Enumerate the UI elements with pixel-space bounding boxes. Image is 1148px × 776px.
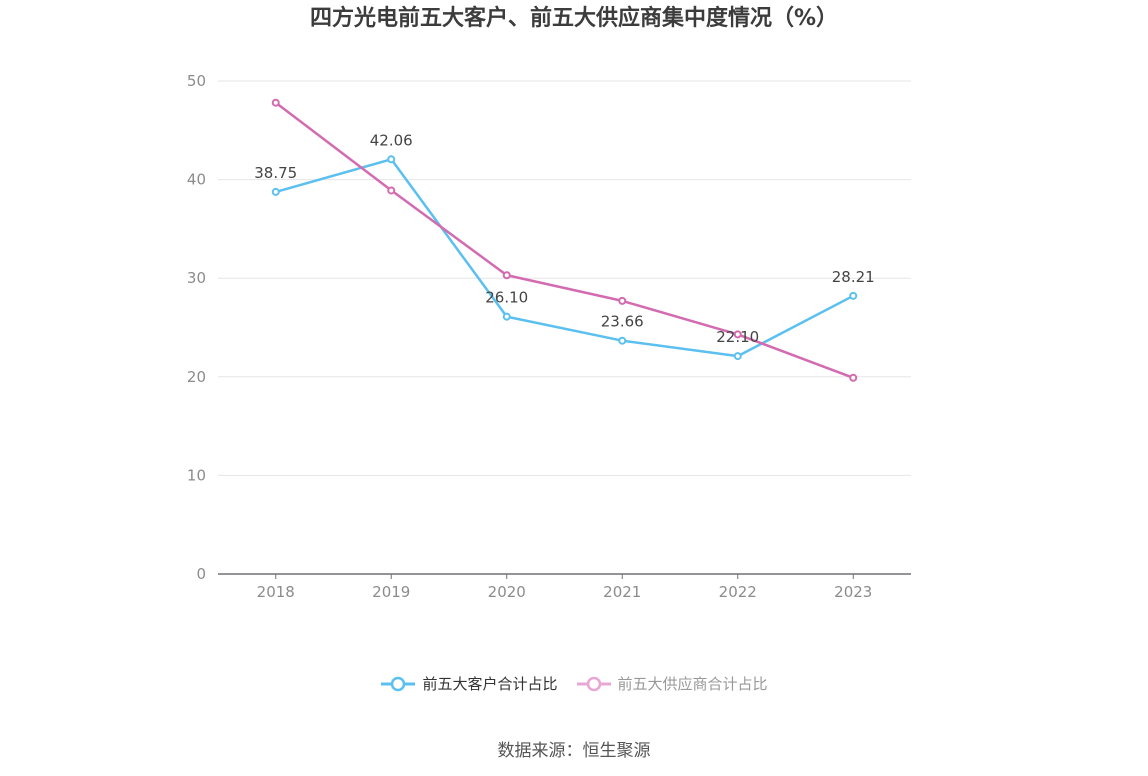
y-tick-label: 0 [196,565,206,583]
data-point [271,98,280,107]
data-point [387,186,396,195]
y-tick-label: 40 [187,171,206,189]
chart-title: 四方光电前五大客户、前五大供应商集中度情况（%） [309,6,839,31]
x-tick-label: 2018 [257,583,295,601]
y-tick-label: 30 [187,269,206,287]
legend-line-circle-icon [576,676,611,692]
series-lines [275,101,854,379]
grid-lines [218,80,911,476]
x-tick-label: 2020 [488,583,526,601]
series-line-1 [275,101,854,379]
data-label: 22.10 [716,328,759,346]
data-point [733,352,742,361]
data-point [502,312,511,321]
data-label: 23.66 [601,313,644,331]
data-labels: 38.75 42.06 26.10 23.66 22.10 28.21 [254,131,874,346]
legend-label: 前五大供应商合计占比 [617,675,768,693]
x-tick-label: 2022 [719,583,757,601]
data-label: 38.75 [254,164,297,182]
series-points [271,98,858,382]
x-axis: 2018 2019 2020 2021 2022 2023 [218,573,911,601]
x-tick-label: 2019 [372,583,410,601]
legend-label: 前五大客户合计占比 [422,675,558,693]
data-point [271,187,280,196]
legend-item-customers[interactable]: 前五大客户合计占比 [380,672,558,696]
data-source: 数据来源：恒生聚源 [497,741,651,761]
x-tick-label: 2023 [834,583,872,601]
data-point [849,373,858,382]
data-point [618,296,627,305]
y-axis: 0 10 20 30 40 50 [187,72,206,583]
data-point [502,271,511,280]
data-point [849,291,858,300]
data-label: 42.06 [370,131,413,149]
data-label: 28.21 [832,268,875,286]
data-point [618,336,627,345]
data-point [733,330,742,339]
y-tick-label: 10 [187,466,206,484]
y-tick-label: 50 [187,72,206,90]
y-tick-label: 20 [187,368,206,386]
x-tick-label: 2021 [603,583,641,601]
legend-item-suppliers[interactable]: 前五大供应商合计占比 [576,672,768,696]
series-line-0 [275,158,854,358]
data-point [387,155,396,164]
legend: 前五大客户合计占比 前五大供应商合计占比 [0,672,1148,696]
legend-line-circle-icon [381,676,416,692]
data-label: 26.10 [485,289,528,307]
